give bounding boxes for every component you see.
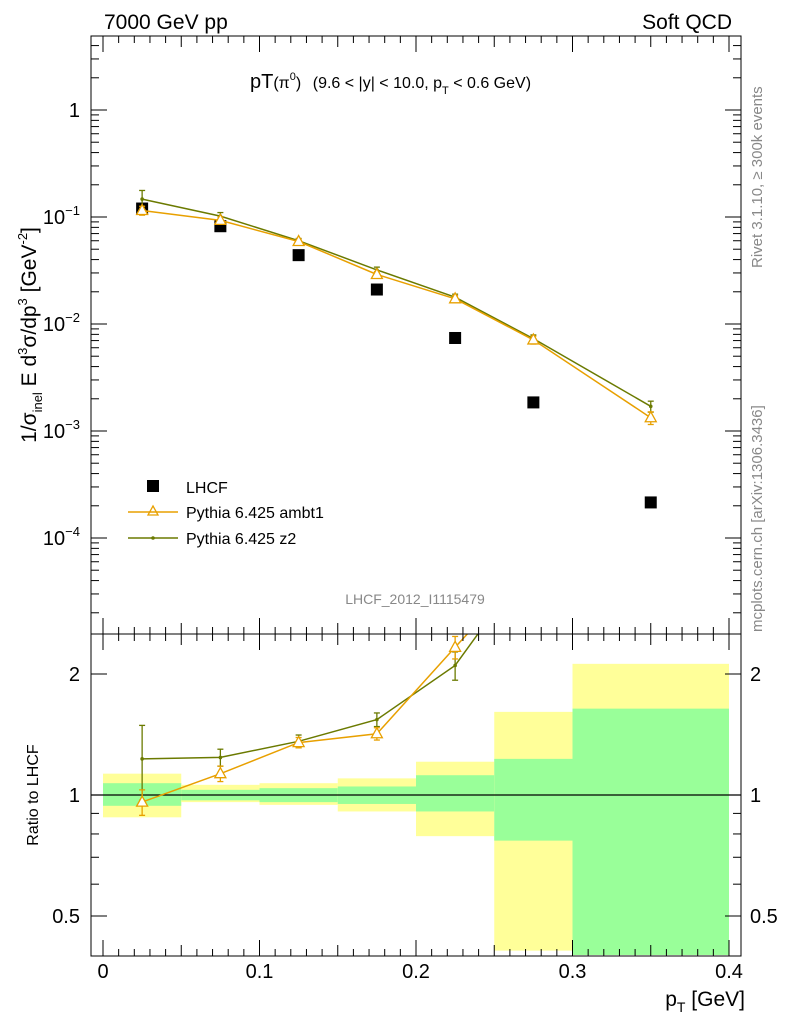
main-y-tick-label: 10−3	[43, 417, 80, 443]
legend-label-lhcf: LHCF	[186, 480, 228, 497]
z2-main-point	[140, 197, 144, 201]
main-y-tick-label: 10−2	[43, 310, 80, 336]
ambt1-main-point	[644, 410, 658, 423]
ratio-y-ticks: 0.5 0.5 1 1 2 2	[52, 664, 778, 928]
main-x-ticks	[102, 36, 730, 634]
lhcf-point	[449, 331, 462, 344]
analysis-id: LHCF_2012_I1115479	[345, 591, 485, 607]
plot-title-sup: 0	[290, 71, 296, 83]
ratio-band-inner	[494, 758, 573, 841]
legend-marker-ambt1	[146, 504, 160, 516]
plot-title: pT(π0) (9.6 < |y| < 10.0, pT < 0.6 GeV)	[250, 71, 531, 97]
ratio-bands	[103, 663, 729, 955]
side-label-rivet: Rivet 3.1.10, ≥ 300k events	[749, 86, 766, 268]
legend-label-ambt1: Pythia 6.425 ambt1	[186, 505, 324, 522]
header-left: 7000 GeV pp	[104, 11, 228, 34]
plot-title-paren: (π	[273, 75, 289, 92]
ambt1-main-point	[370, 267, 384, 280]
legend-marker-z2	[151, 536, 155, 540]
z2-ratio-point	[453, 663, 457, 668]
ratio-band-inner	[572, 708, 729, 955]
ratio-y-tick-label-right: 2	[750, 664, 761, 686]
lhcf-point	[292, 249, 305, 262]
ambt1-ratio-point	[448, 639, 462, 652]
ratio-band-inner	[416, 775, 495, 812]
plot-title-main: pT	[250, 71, 273, 93]
x-tick-label: 0.4	[715, 961, 743, 983]
ratio-y-tick-label-left: 0.5	[52, 906, 80, 928]
ambt1-main-point	[135, 203, 149, 216]
y-axis-label-main: 1/σinel E d3σ/dp3 [GeV-2]	[15, 227, 45, 443]
z2-ratio-point	[375, 717, 379, 722]
x-tick-label: 0	[97, 961, 108, 983]
side-label-mcplots: mcplots.cern.ch [arXiv:1306.3436]	[749, 405, 766, 632]
ambt1-main-point	[526, 332, 540, 345]
legend: LHCF Pythia 6.425 ambt1 Pythia 6.425 z2	[128, 480, 324, 548]
lhcf-point	[370, 283, 383, 296]
z2-ratio-line	[142, 634, 479, 760]
ratio-panel: 0.5 0.5 1 1 2 2 0 0.1 0.2 0.3 0.4 Ratio to LHCF	[25, 633, 778, 983]
legend-label-z2: Pythia 6.425 z2	[186, 531, 296, 548]
ratio-y-tick-label-left: 2	[69, 664, 80, 686]
ambt1-ratio-point	[213, 766, 227, 779]
main-panel-frame	[90, 35, 742, 635]
main-y-tick-label: 1	[69, 100, 80, 122]
x-tick-label: 0.3	[559, 961, 587, 983]
z2-main-point	[648, 404, 653, 409]
plot-title-detail-sub: T	[442, 85, 449, 97]
z2-ratio-point	[218, 755, 223, 760]
ratio-y-tick-label-right: 1	[750, 785, 761, 807]
ratio-y-tick-label-right: 0.5	[750, 906, 778, 928]
lhcf-point	[644, 496, 657, 509]
ambt1-main-point	[292, 234, 306, 247]
main-panel: 1 10−1 10−2 10−3 10−4 pT(π0) (9.6 < |y| < 10…	[15, 35, 742, 635]
ambt1-ratio-point	[370, 726, 384, 739]
x-axis-label: pT [GeV]	[665, 988, 745, 1015]
header-right: Soft QCD	[642, 11, 732, 34]
plot-title-detail-end: < 0.6 GeV)	[449, 75, 531, 92]
plot-title-close: )	[296, 75, 301, 92]
ambt1-ratio-point	[135, 794, 149, 807]
ratio-series	[135, 634, 479, 816]
lhcf-point	[527, 396, 540, 409]
ratio-y-tick-label-left: 1	[69, 785, 80, 807]
ambt1-ratio-line	[141, 634, 469, 803]
ambt1-ratio-point	[292, 735, 306, 748]
legend-marker-lhcf	[147, 480, 159, 492]
ambt1-main-point	[213, 213, 227, 226]
main-y-tick-label: 10−1	[43, 203, 80, 229]
y-axis-label-ratio: Ratio to LHCF	[25, 744, 42, 846]
main-y-ticks: 1 10−1 10−2 10−3 10−4	[43, 45, 741, 614]
z2-ratio-point	[140, 757, 144, 761]
x-tick-label: 0.1	[246, 961, 274, 983]
x-tick-label: 0.2	[402, 961, 430, 983]
ratio-x-ticks: 0 0.1 0.2 0.3 0.4	[97, 634, 743, 983]
ambt1-main-point	[448, 291, 462, 304]
plot-title-detail: (9.6 < |y| < 10.0, p	[313, 75, 442, 92]
main-y-tick-label: 10−4	[43, 524, 80, 550]
main-series	[135, 189, 658, 509]
